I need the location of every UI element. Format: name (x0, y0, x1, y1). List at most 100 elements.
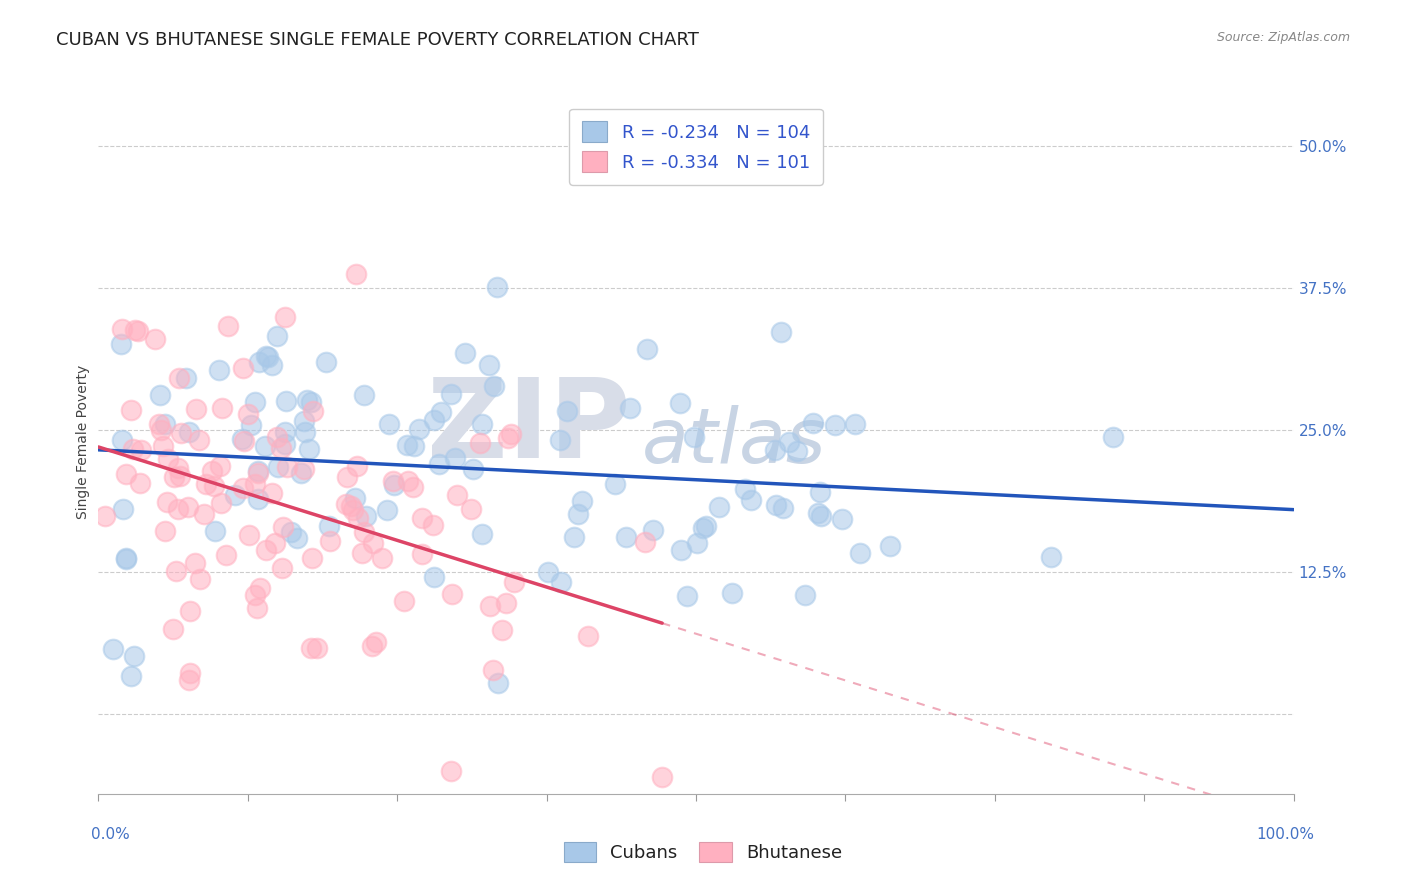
Point (177, 673, 200, 687)
Point (148, 417, 170, 432)
Point (371, 551, 394, 566)
Point (111, 434, 134, 448)
Point (111, 501, 134, 516)
Point (176, 500, 198, 514)
Point (174, 370, 197, 384)
Point (149, 388, 172, 402)
Text: CUBAN VS BHUTANESE SINGLE FEMALE POVERTY CORRELATION CHART: CUBAN VS BHUTANESE SINGLE FEMALE POVERTY… (56, 31, 699, 49)
Point (669, 542, 692, 557)
Point (266, 329, 288, 343)
Point (270, 441, 292, 455)
Point (299, 641, 322, 656)
Point (460, 502, 482, 516)
Point (152, 439, 174, 453)
Point (354, 508, 377, 523)
Point (363, 535, 385, 549)
Point (396, 438, 419, 452)
Point (208, 363, 231, 377)
Point (188, 434, 211, 448)
Point (240, 418, 263, 433)
Point (184, 556, 207, 570)
Point (232, 481, 254, 495)
Point (211, 401, 233, 415)
Point (170, 425, 193, 440)
Point (274, 425, 297, 440)
Point (201, 464, 224, 478)
Point (295, 392, 318, 407)
Point (122, 648, 145, 663)
Point (292, 462, 315, 476)
Point (550, 575, 572, 590)
Point (270, 561, 292, 575)
Point (129, 442, 152, 457)
Point (676, 589, 699, 603)
Point (299, 395, 322, 409)
Point (734, 482, 756, 496)
Point (831, 512, 853, 526)
Point (461, 461, 484, 475)
Point (810, 484, 832, 499)
Point (245, 477, 267, 491)
Point (392, 593, 415, 607)
Point (482, 663, 505, 677)
Point (491, 624, 513, 638)
Point (801, 416, 824, 430)
Point (162, 623, 184, 637)
Point (318, 518, 340, 533)
Point (232, 360, 254, 375)
Point (495, 596, 517, 610)
Point (1102, 430, 1125, 444)
Point (471, 527, 494, 541)
Point (294, 425, 316, 439)
Point (298, 442, 321, 456)
Point (567, 508, 589, 522)
Point (429, 457, 451, 471)
Point (93, 509, 115, 524)
Point (157, 452, 180, 467)
Point (619, 401, 641, 416)
Point (347, 511, 370, 525)
Point (411, 511, 433, 525)
Point (232, 434, 254, 448)
Point (692, 521, 714, 535)
Point (249, 581, 271, 595)
Point (478, 359, 501, 373)
Point (636, 343, 658, 357)
Point (274, 310, 297, 325)
Point (253, 439, 276, 453)
Point (849, 546, 872, 560)
Point (402, 480, 425, 494)
Point (342, 502, 364, 516)
Point (156, 495, 179, 509)
Point (366, 635, 388, 649)
Point (786, 443, 808, 458)
Point (167, 502, 190, 516)
Text: 0.0%: 0.0% (91, 827, 131, 841)
Point (231, 433, 253, 447)
Point (285, 531, 308, 545)
Point (446, 488, 468, 502)
Point (167, 371, 190, 385)
Point (120, 403, 142, 417)
Point (353, 388, 375, 402)
Point (127, 324, 149, 338)
Point (247, 466, 270, 480)
Text: ZIP: ZIP (427, 374, 630, 481)
Point (765, 443, 787, 458)
Point (778, 434, 800, 449)
Point (274, 437, 297, 451)
Point (669, 396, 692, 410)
Point (111, 322, 134, 336)
Point (262, 486, 284, 500)
Legend: Cubans, Bhutanese: Cubans, Bhutanese (557, 834, 849, 870)
Point (115, 552, 138, 566)
Point (423, 413, 446, 427)
Point (501, 427, 523, 442)
Point (844, 417, 866, 431)
Point (247, 355, 270, 369)
Point (150, 423, 173, 437)
Point (396, 475, 419, 489)
Point (772, 500, 794, 515)
Point (243, 588, 266, 602)
Point (562, 530, 585, 544)
